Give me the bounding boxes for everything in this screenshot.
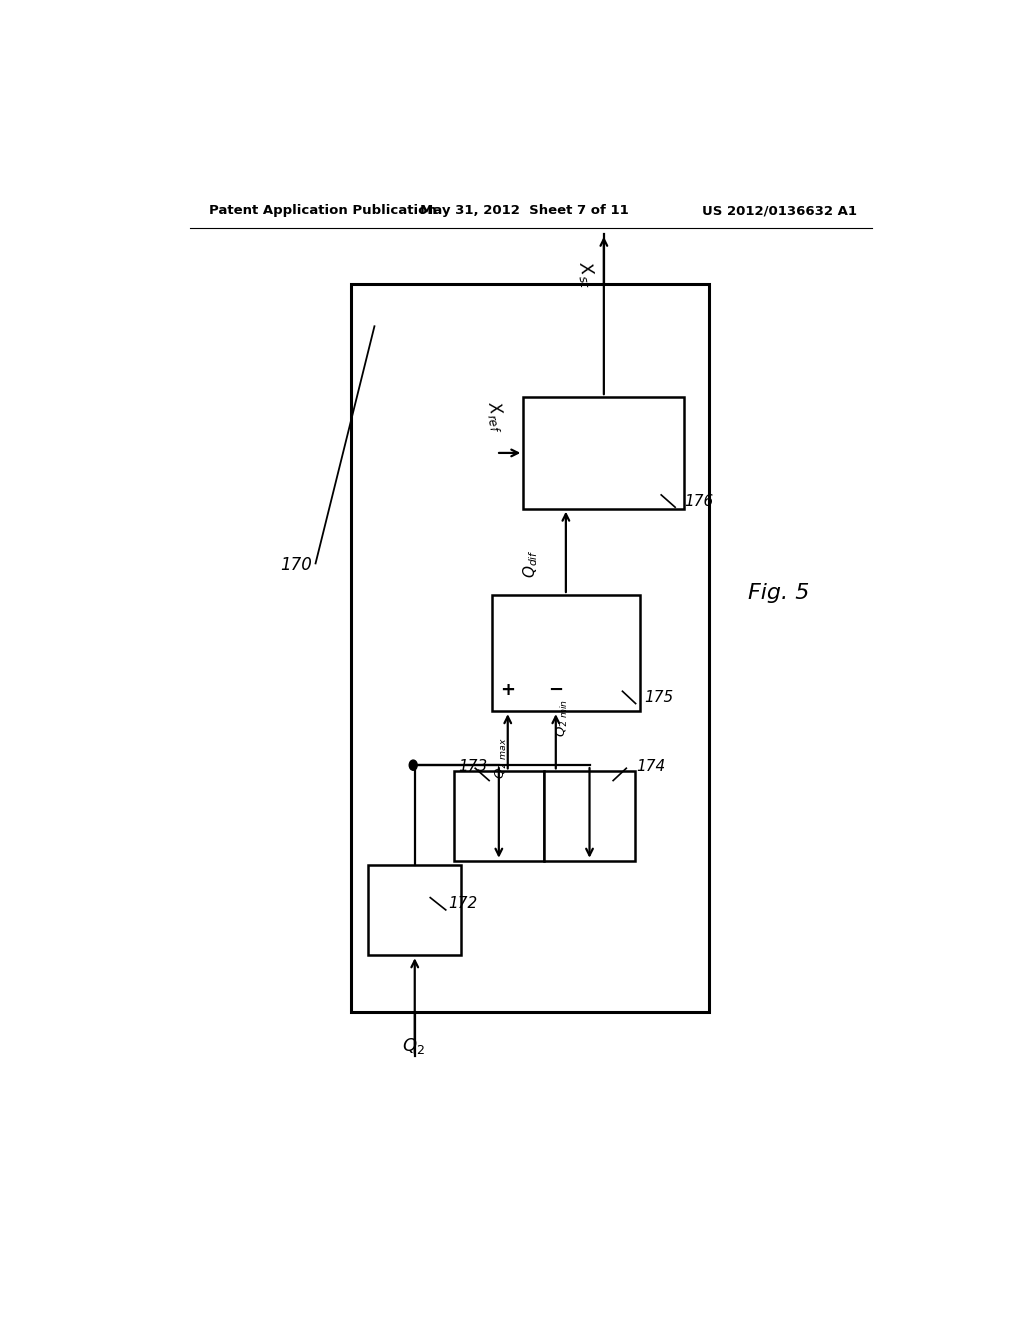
Text: 174: 174 [636, 759, 666, 775]
Text: 176: 176 [684, 494, 714, 508]
Text: $Q_{2\ min}$: $Q_{2\ min}$ [554, 700, 569, 738]
Text: 173: 173 [458, 759, 487, 775]
Text: $Q_{dif}$: $Q_{dif}$ [521, 549, 541, 578]
Text: 175: 175 [644, 690, 674, 705]
Text: $X_{ref}$: $X_{ref}$ [483, 400, 508, 434]
Bar [544, 771, 635, 861]
Text: $Q_2$: $Q_2$ [401, 1036, 425, 1056]
Text: May 31, 2012  Sheet 7 of 11: May 31, 2012 Sheet 7 of 11 [421, 205, 629, 218]
Bar [454, 771, 544, 861]
Text: US 2012/0136632 A1: US 2012/0136632 A1 [701, 205, 856, 218]
Text: Fig. 5: Fig. 5 [749, 583, 810, 603]
Text: 170: 170 [281, 556, 312, 574]
Text: 172: 172 [449, 896, 477, 911]
Bar [493, 595, 640, 711]
Text: −: − [548, 681, 563, 698]
Bar [523, 397, 684, 508]
Bar [369, 866, 461, 956]
Circle shape [410, 760, 417, 771]
Text: +: + [501, 681, 515, 698]
Text: Patent Application Publication: Patent Application Publication [209, 205, 437, 218]
Text: $X_{st}$: $X_{st}$ [573, 259, 598, 289]
Text: $Q_{2\ max}$: $Q_{2\ max}$ [494, 738, 509, 779]
Bar [351, 284, 710, 1011]
